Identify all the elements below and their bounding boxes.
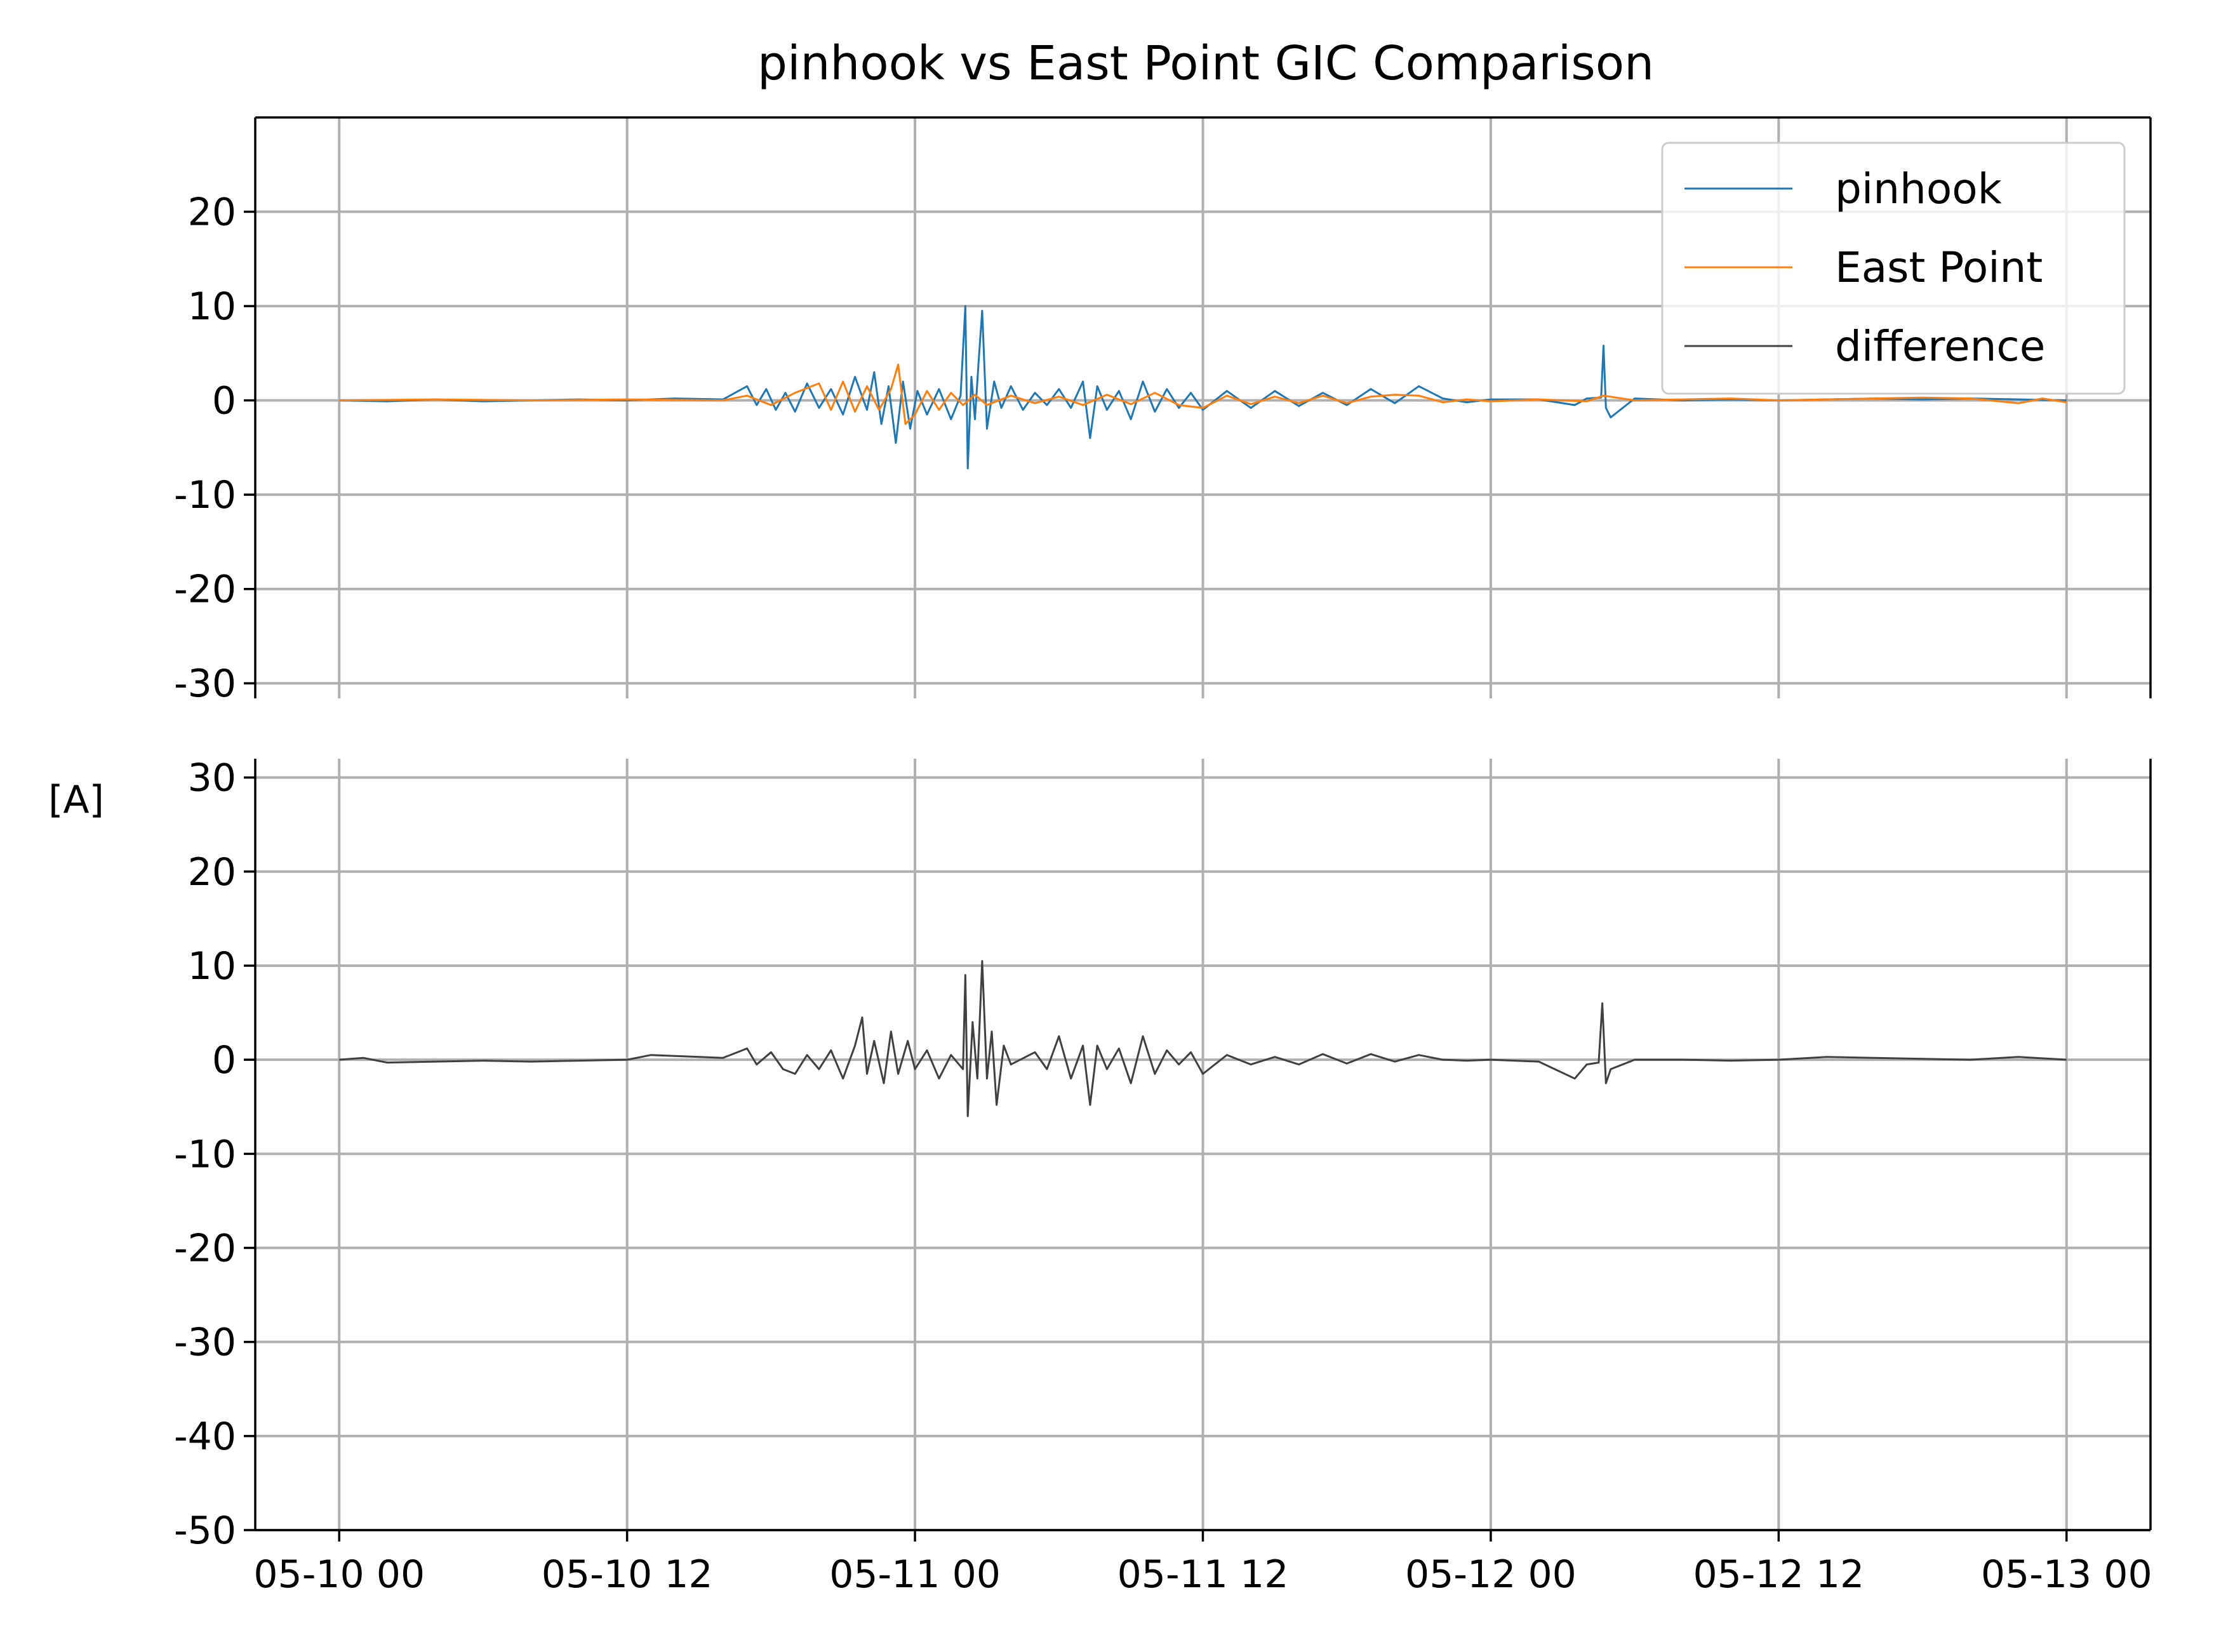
y-tick-label: -20 bbox=[174, 1226, 236, 1270]
y-tick-label: -10 bbox=[174, 1132, 236, 1176]
bottom-panel: 30 20 10 0 -10 -20 -30 -40 -50 05-10 00 05-10 12 05… bbox=[174, 756, 2152, 1597]
y-tick-label: 20 bbox=[188, 850, 236, 895]
y-axis-label: [A] bbox=[48, 778, 104, 822]
chart-title: pinhook vs East Point GIC Comparison bbox=[757, 36, 1654, 91]
y-tick-label: 0 bbox=[212, 1038, 236, 1082]
y-tick-label: -20 bbox=[174, 568, 236, 612]
y-tick-label: -30 bbox=[174, 662, 236, 706]
series-line-difference bbox=[339, 960, 2067, 1117]
legend: pinhook East Point difference bbox=[1661, 142, 2126, 395]
x-tick-label: 05-10 00 bbox=[253, 1552, 425, 1597]
y-tick-label: 30 bbox=[188, 756, 236, 801]
y-tick-label: -40 bbox=[174, 1415, 236, 1459]
legend-box bbox=[1661, 142, 2126, 395]
x-tick-label: 05-12 12 bbox=[1693, 1552, 1864, 1597]
x-tick-label: 05-10 12 bbox=[542, 1552, 713, 1597]
legend-label: East Point bbox=[1835, 243, 2043, 292]
y-tick-label: -30 bbox=[174, 1321, 236, 1365]
y-tick-label: -10 bbox=[174, 473, 236, 517]
x-tick-label: 05-13 00 bbox=[1981, 1552, 2152, 1597]
legend-label: difference bbox=[1835, 322, 2045, 371]
y-tick-label: 10 bbox=[188, 284, 236, 329]
y-tick-label: 0 bbox=[212, 379, 236, 423]
x-tick-label: 05-11 12 bbox=[1117, 1552, 1289, 1597]
x-tick-label: 05-12 00 bbox=[1405, 1552, 1577, 1597]
series-line-east-point bbox=[339, 363, 2067, 425]
y-tick-label: 20 bbox=[188, 190, 236, 235]
x-tick-label: 05-11 00 bbox=[829, 1552, 1001, 1597]
y-tick-label: -50 bbox=[174, 1509, 236, 1553]
top-panel: 20 10 0 -10 -20 -30 bbox=[174, 116, 2152, 706]
y-tick-label: 10 bbox=[188, 944, 236, 989]
legend-label: pinhook bbox=[1835, 164, 2003, 213]
